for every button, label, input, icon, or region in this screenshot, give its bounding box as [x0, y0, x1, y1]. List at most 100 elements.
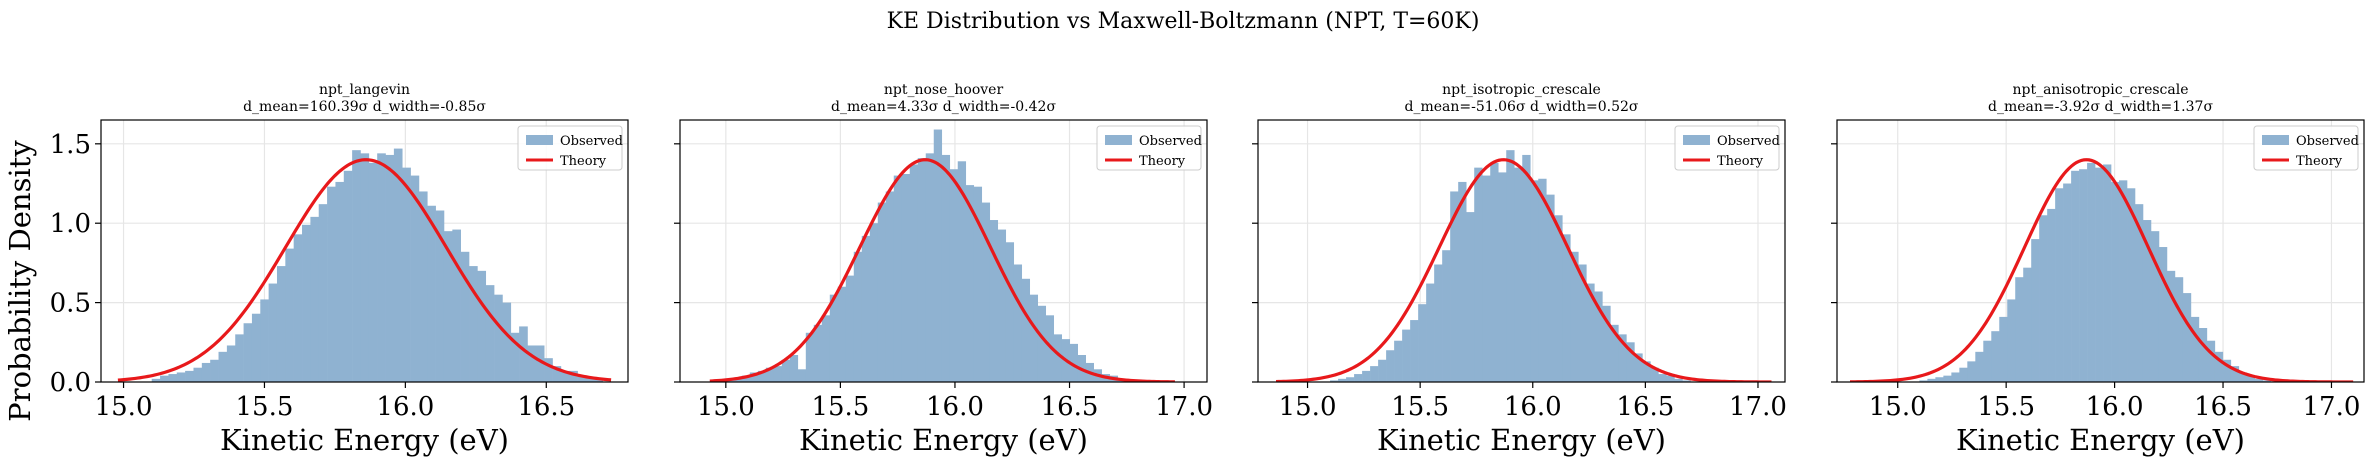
legend-observed-label: Observed [560, 134, 623, 149]
histogram-bar [933, 129, 943, 382]
theory-curve [709, 158, 1175, 382]
histogram-bar [1943, 375, 1952, 382]
x-tick-label: 15.0 [95, 392, 153, 422]
x-tick-label: 15.5 [1977, 392, 2035, 422]
histogram-bar [781, 359, 791, 382]
y-axis-label: Probability Density [3, 140, 37, 422]
observed-histogram [1330, 150, 1691, 382]
histogram-bar [1013, 264, 1023, 382]
histogram-bar [997, 229, 1007, 382]
x-axis-label: Kinetic Energy (eV) [1377, 423, 1666, 457]
panel-subtitle: d_mean=4.33σ d_width=-0.42σ [831, 99, 1056, 115]
histogram-bar [510, 332, 520, 382]
histogram-bar [385, 154, 395, 382]
histogram-bar [276, 266, 286, 382]
legend: Observed Theory [1674, 125, 1780, 171]
histogram-bar [1562, 234, 1571, 382]
legend: Observed Theory [2253, 125, 2359, 171]
histogram-bar [251, 313, 261, 382]
histogram-bar [1642, 361, 1651, 382]
histogram-bar [1466, 212, 1475, 382]
histogram-bar [477, 270, 487, 382]
histogram-bar [989, 220, 999, 382]
histogram-bar [2150, 231, 2160, 382]
histogram-bar [893, 175, 903, 382]
histogram-bar [1029, 294, 1039, 382]
histogram-bar [2095, 167, 2104, 382]
histogram-bar [2055, 188, 2064, 382]
histogram-bar [1594, 291, 1603, 382]
histogram-bar [210, 359, 219, 382]
theory-curve [1849, 158, 2354, 382]
histogram-bar [765, 367, 775, 382]
histogram-bar [2222, 359, 2232, 382]
histogram-bar [1482, 175, 1491, 382]
histogram-bar [218, 351, 228, 382]
histogram-bar [1602, 305, 1611, 382]
histogram-bar [1362, 370, 1371, 382]
histogram-bar [318, 204, 328, 382]
histogram-bar [535, 345, 545, 382]
histogram-bar [1045, 315, 1055, 382]
histogram-bar [1530, 180, 1539, 382]
histogram-bar [1394, 340, 1403, 382]
x-tick-label: 16.0 [1504, 392, 1562, 422]
y-tick-label: 0.5 [50, 289, 91, 319]
histogram-bar [302, 224, 311, 382]
histogram-bar [226, 345, 236, 382]
x-tick-label: 15.5 [811, 392, 869, 422]
figure-suptitle: KE Distribution vs Maxwell-Boltzmann (NP… [887, 9, 1480, 34]
histogram-bar [585, 377, 595, 382]
legend: Observed Theory [1096, 125, 1202, 171]
theory-curve [1275, 158, 1772, 382]
histogram-bar [2182, 293, 2192, 382]
histogram-bar [853, 251, 863, 382]
histogram-bar [1490, 162, 1499, 382]
x-tick-label: 15.5 [236, 392, 294, 422]
histogram-bar [957, 161, 967, 382]
histogram-bar [1927, 378, 1936, 382]
histogram-bar [268, 283, 278, 382]
histogram-bar [925, 153, 935, 382]
histogram-bar [941, 154, 951, 382]
legend-theory-label: Theory [2296, 154, 2343, 169]
histogram-bar [260, 299, 269, 382]
histogram-bar [1570, 251, 1579, 382]
x-axis-label: Kinetic Energy (eV) [220, 423, 509, 457]
histogram-bar [193, 367, 203, 382]
panel-subtitle: d_mean=160.39σ d_width=-0.85σ [243, 99, 486, 115]
histogram-bar [285, 248, 294, 382]
histogram-bar [1650, 367, 1659, 382]
histogram-bar [1354, 374, 1363, 382]
histogram-bar [909, 164, 919, 382]
histogram-bar [773, 366, 783, 382]
histogram-bar [1426, 283, 1435, 382]
x-tick-label: 15.5 [1391, 392, 1449, 422]
x-tick-label: 15.0 [697, 392, 755, 422]
histogram-bar [1402, 329, 1411, 382]
x-tick-label: 17.0 [2303, 392, 2361, 422]
histogram-bar [949, 169, 959, 382]
legend-theory-label: Theory [560, 154, 607, 169]
histogram-bar [460, 251, 470, 382]
histogram-bar [1991, 331, 2000, 382]
histogram-bar [1578, 264, 1587, 382]
x-axis-label: Kinetic Energy (eV) [1956, 423, 2245, 457]
histogram-bar [168, 374, 178, 382]
histogram-bar [443, 231, 453, 382]
histogram-bar [1338, 378, 1347, 382]
legend-observed-swatch [1105, 135, 1132, 145]
histogram-bar [901, 173, 911, 382]
x-tick-label: 16.5 [517, 392, 575, 422]
histogram-bar [435, 210, 445, 382]
observed-histogram [725, 129, 1134, 382]
histogram-bar [1378, 359, 1387, 382]
x-tick-label: 16.0 [376, 392, 434, 422]
histogram-bar [2023, 267, 2032, 382]
legend-observed-label: Observed [1139, 134, 1202, 149]
axes-frame [1836, 119, 2365, 383]
histogram-bar [1666, 375, 1675, 382]
histogram-bar [2230, 366, 2240, 382]
y-tick-label: 1.0 [50, 209, 91, 239]
histogram-bar [327, 186, 336, 382]
